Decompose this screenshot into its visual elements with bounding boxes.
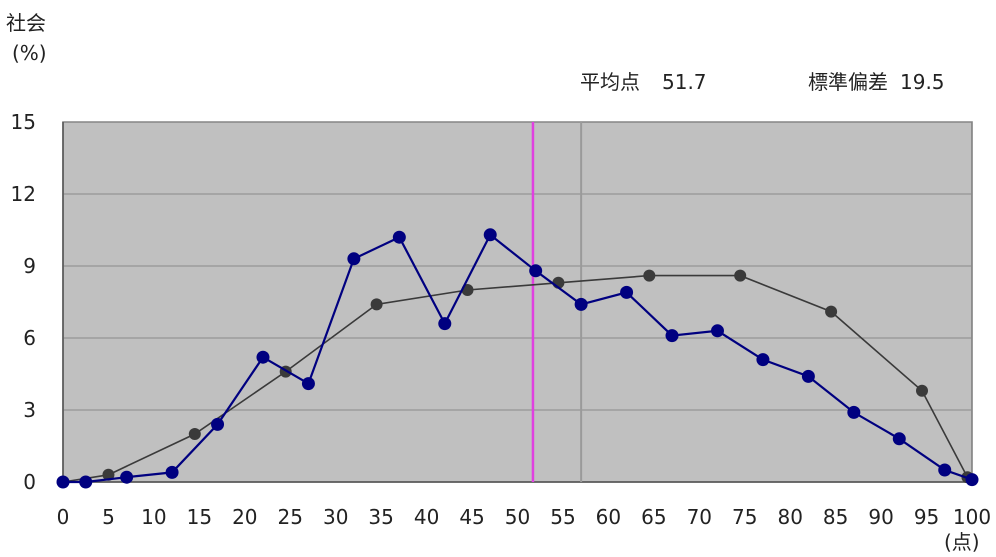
x-tick-label: 15 [187, 505, 212, 529]
x-tick-label: 90 [868, 505, 893, 529]
x-tick-label: 100 [953, 505, 991, 529]
series-1-point [574, 297, 588, 311]
mean-stat: 平均点 51.7 [580, 66, 707, 95]
series-1-point [620, 285, 634, 299]
x-tick-label: 20 [232, 505, 257, 529]
x-axis-unit: (点) [944, 530, 980, 554]
x-tick-label: 30 [323, 505, 348, 529]
y-tick-label: 0 [23, 470, 36, 494]
y-tick-label: 12 [11, 182, 36, 206]
sd-stat: 標準偏差 19.5 [808, 66, 945, 95]
series-2-point [643, 269, 656, 282]
series-2-point [102, 468, 115, 481]
x-tick-label: 60 [596, 505, 621, 529]
sd-label: 標準偏差 [808, 70, 888, 94]
x-tick-label: 85 [823, 505, 848, 529]
series-1-point [347, 252, 361, 266]
series-2-point [825, 305, 838, 318]
x-tick-label: 80 [777, 505, 802, 529]
series-1 [56, 228, 979, 489]
x-tick-labels: 0 5 10 15 20 25 30 35 40 45 50 55 60 65 70 75 80 85 90 95 10… [57, 505, 991, 529]
y-tick-label: 15 [11, 110, 36, 134]
x-tick-label: 70 [687, 505, 712, 529]
mean-label: 平均点 [580, 70, 640, 94]
series-1-line [63, 233, 973, 484]
series-1-point [847, 405, 861, 419]
x-tick-label: 35 [368, 505, 393, 529]
x-tick-label: 40 [414, 505, 439, 529]
x-tick-label: 75 [732, 505, 757, 529]
x-tick-label: 50 [505, 505, 530, 529]
chart-title: 社会 [6, 11, 46, 35]
series-1-point [256, 350, 270, 364]
sd-value: 19.5 [900, 70, 945, 94]
x-tick-label: 55 [550, 505, 575, 529]
plot-area [62, 121, 973, 483]
series-1-point [392, 230, 406, 244]
series-1-point [438, 317, 452, 331]
series-1-point [79, 475, 93, 489]
x-tick-label: 0 [57, 505, 70, 529]
x-tick-label: 10 [141, 505, 166, 529]
x-tick-label: 95 [914, 505, 939, 529]
series-1-point [892, 432, 906, 446]
series-2-point [188, 428, 201, 440]
x-tick-label: 5 [102, 505, 115, 529]
x-tick-label: 45 [459, 505, 484, 529]
series-1-point [56, 475, 70, 489]
series-1-point [301, 377, 315, 391]
series-1-point [965, 473, 979, 487]
series-1-point [211, 417, 225, 431]
y-tick-label: 6 [23, 326, 36, 350]
series-1-point [483, 228, 497, 242]
series-1-point [756, 353, 770, 367]
grid-lines [62, 121, 972, 483]
series-group [56, 228, 979, 489]
series-1-point [938, 463, 952, 477]
x-tick-label: 65 [641, 505, 666, 529]
series-1-point [665, 329, 679, 343]
series-1-point [120, 470, 134, 484]
series-1-point [801, 369, 815, 383]
series-2-point [916, 384, 929, 397]
series-1-point [165, 465, 179, 479]
x-tick-label: 25 [278, 505, 303, 529]
y-tick-label: 9 [23, 254, 36, 278]
y-axis-unit: (%) [12, 41, 47, 65]
y-axis-label: 社会 (%) [6, 8, 47, 68]
series-2-line [62, 274, 969, 483]
y-tick-label: 3 [23, 398, 36, 422]
series-1-point [529, 264, 543, 278]
y-tick-labels: 0 3 6 9 12 15 [11, 110, 36, 494]
series-2-point [734, 269, 747, 282]
series-2-point [370, 298, 383, 311]
series-1-point [710, 324, 724, 338]
mean-value: 51.7 [662, 70, 707, 94]
